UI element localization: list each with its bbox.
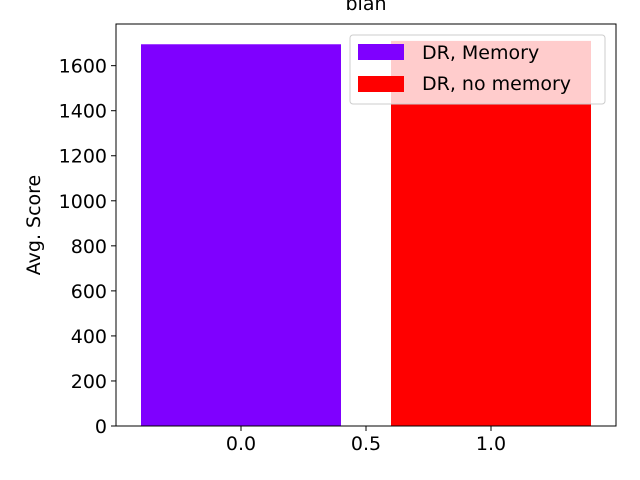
bar-0 [141,44,341,426]
y-tick-label: 600 [71,281,107,303]
legend: DR, Memory DR, no memory [349,34,606,105]
bar-1 [391,40,591,427]
y-tick-label: 800 [71,236,107,258]
legend-label-dr-memory: DR, Memory [422,42,539,64]
y-tick-label: 1000 [59,191,107,213]
legend-swatch-dr-memory [358,44,404,60]
y-tick-label: 1600 [59,56,107,78]
y-tick-label: 1400 [59,101,107,123]
y-tick-label: 200 [71,371,107,393]
y-axis: 0 200 400 600 800 1000 1200 1400 1600 [59,56,116,438]
x-tick-label: 0.5 [351,433,381,455]
x-axis: 0.0 0.5 1.0 [226,426,506,455]
legend-label-dr-no-memory: DR, no memory [422,73,571,95]
y-tick-label: 1200 [59,146,107,168]
y-tick-label: 400 [71,326,107,348]
legend-swatch-dr-no-memory [358,76,404,92]
bars-group [141,40,591,427]
legend-box [349,34,606,105]
x-tick-label: 1.0 [476,433,506,455]
y-axis-label: Avg. Score [23,175,45,275]
chart-title: blah [345,0,386,15]
x-tick-label: 0.0 [226,433,256,455]
y-tick-label: 0 [95,416,107,438]
